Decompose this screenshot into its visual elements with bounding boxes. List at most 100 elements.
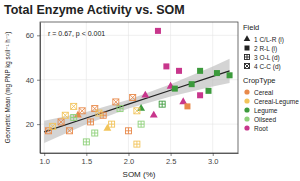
marker-shape <box>71 103 77 109</box>
tick: 2.5 <box>166 153 176 166</box>
point <box>214 70 220 76</box>
marker-shape <box>244 35 251 41</box>
point <box>138 121 144 127</box>
marker-shape <box>50 123 56 129</box>
marker-shape <box>189 81 195 87</box>
point <box>109 121 115 127</box>
point <box>184 103 190 109</box>
tick-label: 1.5 <box>82 157 92 166</box>
marker-shape <box>71 103 77 109</box>
marker-shape <box>245 46 250 51</box>
legend-label: Oilseed <box>254 116 276 123</box>
marker-shape <box>90 119 91 125</box>
tick-label: 1.0 <box>39 157 49 166</box>
point <box>141 91 149 98</box>
plot-frame <box>40 22 238 153</box>
legend-entry: Cereal <box>244 89 273 96</box>
point <box>159 101 165 107</box>
point <box>179 97 187 104</box>
point <box>130 94 136 100</box>
legend-title: Field <box>243 23 259 32</box>
annotation: r = 0.67, p < 0.001 <box>48 30 105 38</box>
marker-shape <box>128 128 129 134</box>
legend-entry: 3 O-L (d) <box>245 54 280 62</box>
tick-mark <box>213 153 214 156</box>
marker-shape <box>79 108 85 114</box>
point <box>58 119 64 125</box>
marker-shape <box>134 141 140 147</box>
point <box>71 103 77 109</box>
marker-shape <box>62 112 68 118</box>
x-axis-title: SOM (%) <box>123 170 156 179</box>
marker-shape <box>113 99 119 105</box>
marker-shape <box>130 94 136 100</box>
marker-shape <box>141 121 142 127</box>
marker-shape <box>96 110 102 116</box>
point <box>189 81 195 87</box>
data-layer <box>44 28 232 147</box>
tick: 1.0 <box>39 153 49 166</box>
tick: 3.0 <box>208 153 218 166</box>
marker-shape <box>214 70 220 76</box>
legend-label: Root <box>254 125 268 132</box>
tick-mark <box>128 153 129 156</box>
point <box>150 111 158 118</box>
marker-shape <box>96 110 102 116</box>
tick-mark <box>37 35 40 36</box>
marker-shape <box>109 121 115 127</box>
legend-swatch <box>244 116 249 121</box>
series <box>71 101 165 147</box>
marker-shape <box>134 108 140 114</box>
tick: 1.5 <box>82 153 92 166</box>
marker-shape <box>130 94 136 100</box>
point <box>83 139 89 145</box>
marker-shape <box>113 99 119 105</box>
legend-entry: Oilseed <box>244 116 276 123</box>
legend-entry: 4 C-C (d) <box>245 63 281 71</box>
marker-shape <box>66 128 72 134</box>
marker-shape <box>134 108 140 114</box>
marker-shape <box>136 141 137 147</box>
marker-shape <box>50 123 56 129</box>
tick: 40 <box>26 76 40 85</box>
marker-shape <box>247 55 248 60</box>
point <box>197 68 203 74</box>
marker-shape <box>58 119 64 125</box>
plot-area: 1.01.52.02.53.0204060r = 0.67, p < 0.001 <box>26 22 239 166</box>
marker-shape <box>227 72 233 78</box>
point <box>197 92 203 98</box>
confidence-band <box>44 59 229 143</box>
point <box>134 141 140 147</box>
marker-shape <box>71 103 77 109</box>
marker-shape <box>117 106 123 112</box>
marker-shape <box>176 68 182 74</box>
legend-swatch <box>244 107 249 112</box>
marker-shape <box>245 64 250 69</box>
marker-shape <box>88 119 94 125</box>
marker-shape <box>73 114 74 120</box>
point <box>79 108 85 114</box>
marker-shape <box>96 110 102 116</box>
marker-shape <box>245 64 250 69</box>
grid-line <box>86 22 87 153</box>
point <box>71 114 77 120</box>
point <box>96 110 102 116</box>
marker-shape <box>120 106 121 112</box>
marker-shape <box>66 128 72 134</box>
tick-mark <box>86 153 87 156</box>
legend-entry: Root <box>244 125 268 132</box>
tick-label: 3.0 <box>208 157 218 166</box>
marker-shape <box>71 114 77 120</box>
marker-shape <box>125 128 131 134</box>
marker-shape <box>155 28 161 34</box>
marker-shape <box>94 130 95 136</box>
marker-shape <box>163 63 169 69</box>
marker-shape <box>245 64 250 69</box>
legend-label: 2 R-L (i) <box>254 45 277 53</box>
marker-shape <box>141 91 149 98</box>
legend-swatch <box>244 125 249 130</box>
legend-swatch <box>244 89 249 94</box>
legend-label: 4 C-C (d) <box>254 63 281 71</box>
legend-label: Cereal-Legume <box>254 98 299 106</box>
tick: 2.0 <box>124 153 134 166</box>
